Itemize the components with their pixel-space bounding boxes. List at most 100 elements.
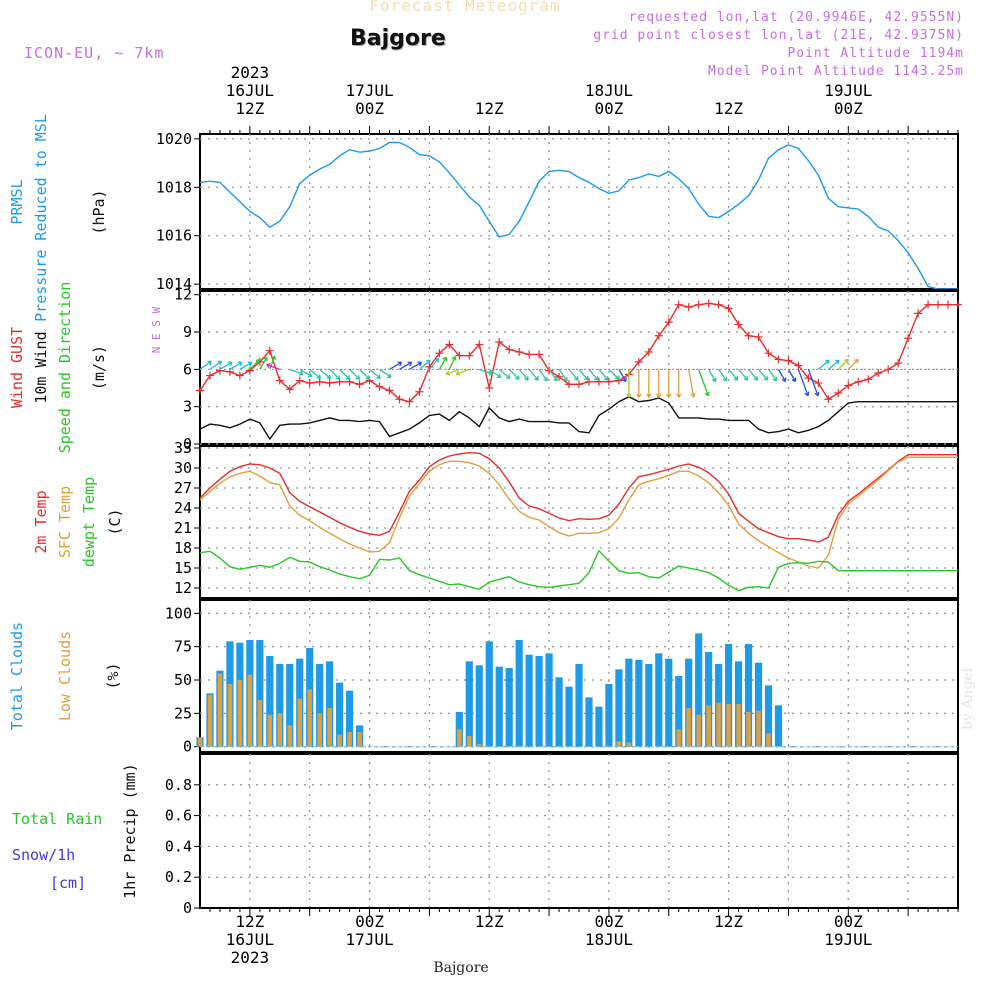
wind-arrow-head: [505, 374, 511, 380]
wind-direction-arrow: [598, 368, 609, 381]
wind-arrow-head: [704, 391, 710, 397]
wind-gust-marker: [634, 357, 643, 366]
wind-arrow-head: [772, 376, 778, 382]
clouds-bar: [766, 733, 771, 747]
clouds-bar: [575, 664, 583, 747]
temperature-panel-frame: [199, 445, 959, 599]
wind-direction-arrow: [319, 368, 331, 379]
temperature-ytick-label: 12: [174, 579, 192, 597]
time-label-top: 00Z: [355, 99, 384, 118]
wind-gust-marker: [604, 377, 613, 386]
wind-arrow-head: [722, 376, 728, 382]
temperature-ytick-label: 30: [174, 459, 192, 477]
wind-gust-marker: [455, 351, 464, 360]
wind-direction-arrow: [239, 361, 253, 370]
wind-arrow-head: [804, 391, 810, 397]
wind-arrow-head: [228, 361, 233, 367]
temperature-ylabel: dewpt Temp: [80, 477, 98, 567]
clouds-bar: [695, 633, 703, 747]
wind-direction-arrow: [379, 368, 392, 378]
wind-arrow-head: [434, 358, 440, 363]
clouds-bar: [705, 652, 713, 747]
temperature-ylabel: 2m Temp: [32, 490, 50, 553]
time-label-bottom: 19JUL: [824, 930, 872, 949]
wind-gust-marker: [505, 345, 514, 354]
bottom-station-label: Bajgore: [433, 960, 488, 976]
pressure-series-line: [200, 141, 958, 289]
precip-ytick-label: 0.6: [165, 807, 192, 825]
temperature-ytick-label: 21: [174, 519, 192, 537]
wind-ylabel: Speed and Direction: [56, 282, 74, 454]
wind-arrow-head: [496, 373, 502, 379]
clouds-bar: [545, 653, 553, 747]
clouds-bar: [746, 712, 751, 747]
wind-direction-arrow: [349, 368, 360, 380]
wind-arrow-head: [247, 361, 253, 367]
wind-direction-arrow: [578, 368, 589, 381]
pressure-ytick-label: 1018: [156, 178, 192, 196]
wind-ytick-label: 6: [183, 360, 192, 378]
wind-direction-arrow: [289, 368, 304, 375]
wind-gust-marker: [215, 366, 224, 375]
time-label-bottom: 12Z: [714, 912, 743, 931]
wind-arrow-head: [593, 376, 599, 381]
time-label-top: 12Z: [475, 99, 504, 118]
wind-arrow-head: [711, 377, 717, 383]
wind-direction-arrow: [797, 369, 809, 396]
clouds-bar: [477, 744, 482, 747]
wind-gust-marker: [904, 334, 913, 343]
clouds-bar: [326, 661, 334, 747]
clouds-bar: [475, 665, 483, 747]
wind-arrow-head: [207, 360, 213, 366]
time-label-bottom: 18JUL: [585, 930, 633, 949]
wind-direction-arrow: [448, 356, 456, 370]
wind-gust-marker: [944, 300, 953, 309]
clouds-bar: [227, 684, 233, 747]
time-label-top: 18JUL: [585, 81, 633, 100]
wind-direction-arrow: [339, 368, 350, 380]
pressure-ytick-label: 1020: [156, 130, 192, 148]
wind-arrow-head: [451, 356, 457, 361]
wind-gust-marker: [774, 355, 783, 364]
wind-arrow-head: [445, 370, 451, 376]
pressure-panel-frame: [199, 133, 959, 290]
wind-gust-marker: [764, 349, 773, 358]
wind-direction-arrow: [409, 361, 422, 370]
time-label-bottom: 17JUL: [345, 930, 393, 949]
clouds-bar: [457, 729, 462, 747]
time-label-top: 19JUL: [824, 81, 872, 100]
wind-gust-marker: [724, 304, 733, 313]
wind-direction-arrow: [708, 369, 717, 382]
clouds-ytick-label: 50: [174, 671, 192, 689]
wind-direction-arrow: [269, 355, 276, 370]
wind-arrow-head: [656, 393, 662, 398]
pressure-ytick-label: 1016: [156, 227, 192, 245]
wind-arrow-head: [563, 376, 568, 382]
precip-legend-label: Snow/1h: [12, 846, 75, 864]
wind-gust-marker: [265, 346, 274, 355]
wind-gust-marker: [565, 380, 574, 389]
clouds-bar: [676, 729, 681, 747]
clouds-bar: [625, 658, 633, 747]
grid-point-location: grid point closest lon,lat (21E, 42.9375…: [593, 28, 964, 43]
pressure-ylabel: PRMSL: [8, 179, 26, 224]
clouds-bar: [645, 664, 653, 747]
wind-gust-marker: [644, 347, 653, 356]
wind-gust-marker: [684, 303, 693, 312]
wind-gust-marker: [445, 340, 454, 349]
wind-arrow-head: [262, 356, 268, 362]
clouds-bar: [655, 653, 663, 747]
wind-direction-arrow: [847, 359, 859, 370]
clouds-bar: [207, 694, 213, 747]
wind-arrow-head: [583, 376, 589, 381]
wind-gust-marker: [405, 397, 414, 406]
wind-gust-marker: [385, 386, 394, 395]
clouds-bar: [307, 689, 312, 747]
wind-arrow-head: [417, 361, 423, 367]
time-label-top: 12Z: [235, 99, 264, 118]
time-label-bottom: 12Z: [475, 912, 504, 931]
precip-ytick-label: 0.4: [165, 837, 192, 855]
clouds-bar: [256, 640, 264, 747]
wind-arrow-head: [844, 358, 849, 364]
